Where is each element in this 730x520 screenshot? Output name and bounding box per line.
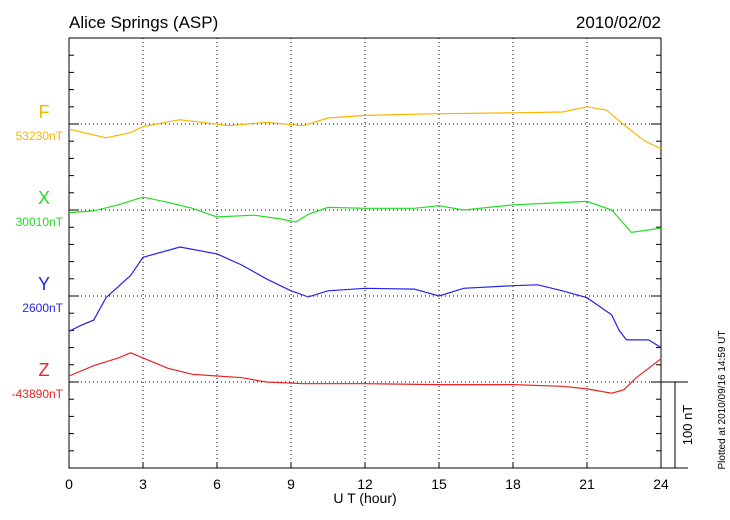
x-tick-label: 21 (579, 476, 595, 492)
series-line-x (68, 196, 662, 234)
series-line-y (68, 246, 662, 349)
chart-date: 2010/02/02 (576, 13, 661, 32)
series-name-x: X (38, 188, 50, 208)
x-tick-label: 18 (505, 476, 521, 492)
series-line-f (68, 106, 662, 150)
plotted-note: Plotted at 2010/09/16 14:59 UT (717, 331, 728, 470)
x-tick-label: 24 (653, 476, 669, 492)
series-baseline-z: -43890nT (12, 387, 64, 401)
x-tick-label: 6 (213, 476, 221, 492)
series-name-z: Z (39, 360, 50, 380)
chart-title: Alice Springs (ASP) (69, 13, 218, 32)
x-tick-label: 12 (357, 476, 373, 492)
x-axis-label: U T (hour) (333, 490, 396, 506)
x-tick-label: 0 (65, 476, 73, 492)
x-tick-label: 15 (431, 476, 447, 492)
x-tick-label: 3 (139, 476, 147, 492)
scale-bar-label: 100 nT (680, 405, 695, 446)
series-baseline-f: 53230nT (16, 129, 64, 143)
series-name-y: Y (38, 274, 50, 294)
series-baseline-y: 2600nT (22, 301, 63, 315)
series-line-z (68, 352, 662, 394)
series-baseline-x: 30010nT (16, 215, 64, 229)
series-name-f: F (39, 102, 50, 122)
x-tick-label: 9 (287, 476, 295, 492)
